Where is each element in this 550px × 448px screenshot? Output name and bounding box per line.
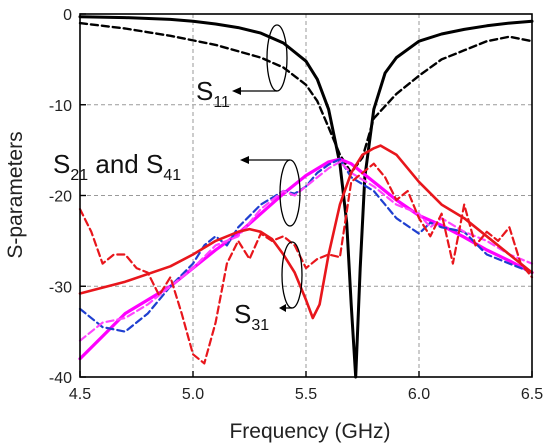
y-tick-label: -40: [49, 370, 72, 387]
series-line-1: [78, 15, 534, 379]
y-tick-label: -30: [49, 279, 72, 296]
annotation-s11-arrowhead: [232, 87, 241, 95]
x-tick-label: 4.5: [69, 386, 91, 403]
x-tick-label: 6.0: [408, 386, 430, 403]
series-line-2: [78, 21, 534, 174]
x-tick-label: 5.5: [295, 386, 317, 403]
x-axis-label: Frequency (GHz): [229, 420, 390, 443]
axis-ticks: 4.5 5.0 5.5 6.0 6.5 0 -10 -20 -30 -40: [49, 7, 543, 403]
annotation-s21-s41-arrowhead: [240, 156, 249, 164]
y-tick-label: -10: [49, 98, 72, 115]
series-group: [78, 15, 534, 379]
annotation-s11: S11: [196, 24, 288, 111]
annotation-s21-s41: S21 and S41: [53, 149, 301, 227]
annotation-s11-label: S11: [196, 76, 230, 111]
annotation-s11-ellipse: [266, 24, 288, 92]
y-tick-label: -20: [49, 189, 72, 206]
annotation-s31-ellipse: [281, 241, 303, 309]
x-tick-label: 5.0: [182, 386, 204, 403]
x-tick-label: 6.5: [521, 386, 543, 403]
series-line-5: [78, 160, 534, 342]
y-axis-label: S-parameters: [4, 131, 27, 258]
annotation-s31: S31: [234, 241, 303, 334]
series-line-6: [78, 144, 534, 320]
annotation-s21-s41-label: S21 and S41: [53, 149, 181, 184]
annotation-s31-arrowhead: [279, 304, 286, 312]
annotation-s31-label: S31: [234, 299, 269, 334]
grid-lines: [80, 14, 532, 377]
series-line-7: [78, 162, 534, 365]
y-tick-label: 0: [63, 7, 72, 24]
